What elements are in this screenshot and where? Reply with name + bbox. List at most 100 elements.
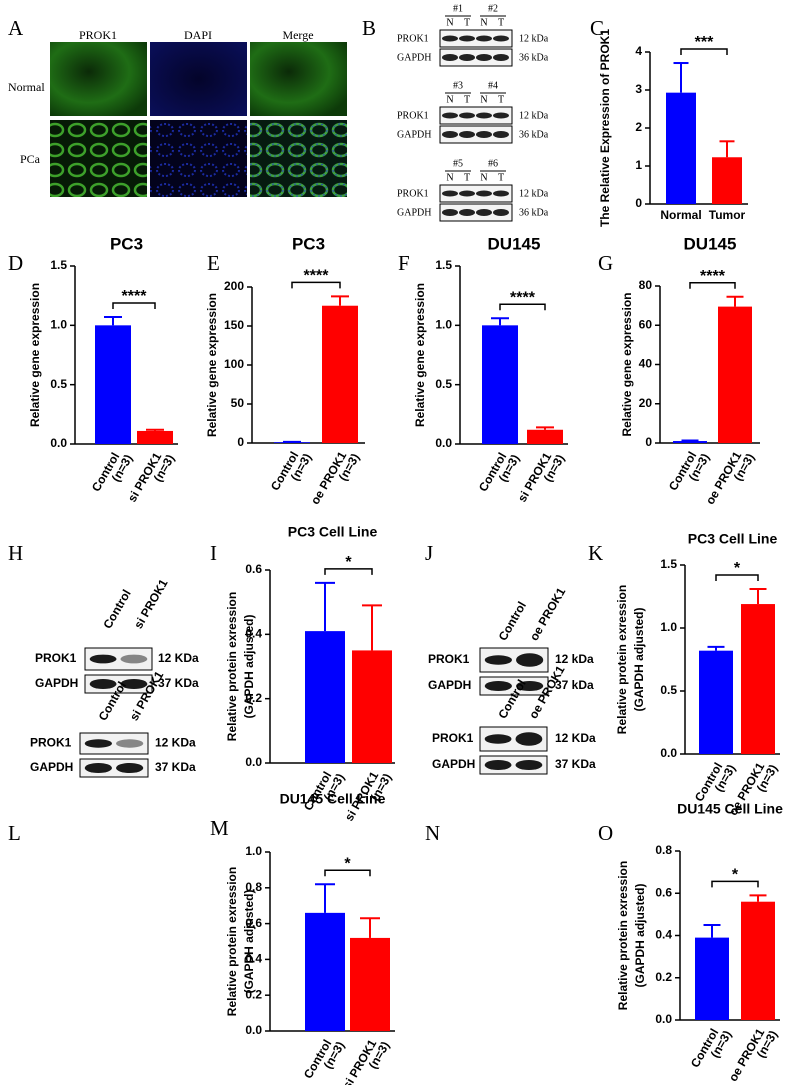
y-tick-label: 0.4 xyxy=(655,928,672,942)
band-size: 36 kDa xyxy=(519,52,549,63)
band xyxy=(89,678,117,690)
band xyxy=(484,759,512,771)
y-tick-label: 0.5 xyxy=(435,377,452,391)
band-label: PROK1 xyxy=(30,736,72,750)
y-tick-label: 4 xyxy=(635,44,642,58)
band-size: 12 KDa xyxy=(555,731,596,745)
band xyxy=(459,54,475,61)
significance-bracket xyxy=(689,282,736,289)
lane-label: T xyxy=(464,94,470,105)
lane-label: T xyxy=(498,17,504,28)
band-label: PROK1 xyxy=(432,731,474,745)
y-tick-label: 1.0 xyxy=(245,844,262,858)
y-tick-label: 0.8 xyxy=(655,843,672,857)
band-label: PROK1 xyxy=(397,33,429,44)
image xyxy=(50,42,147,116)
bar xyxy=(699,650,733,754)
band xyxy=(116,762,144,774)
blot-box xyxy=(79,732,149,755)
y-tick-label: 0 xyxy=(645,435,652,449)
bar xyxy=(527,429,563,444)
y-tick-label: 0.6 xyxy=(245,916,262,930)
band-label: GAPDH xyxy=(30,760,73,774)
row-label: PCa xyxy=(20,152,41,166)
bar xyxy=(673,441,707,443)
band-label: GAPDH xyxy=(397,129,431,140)
y-tick-label: 0.5 xyxy=(660,683,677,697)
y-tick-label: 1.0 xyxy=(435,318,452,332)
significance-bracket xyxy=(711,880,759,888)
band xyxy=(459,35,475,42)
bar xyxy=(741,604,775,754)
bar xyxy=(137,430,173,444)
band xyxy=(476,35,492,42)
significance-label: **** xyxy=(122,288,148,305)
chart-title: DU145 xyxy=(684,234,737,253)
band xyxy=(442,131,458,138)
band-label: PROK1 xyxy=(35,651,77,665)
bar xyxy=(666,92,696,204)
bar xyxy=(322,305,358,443)
significance-bracket xyxy=(324,869,371,877)
panel-letter: O xyxy=(598,821,613,845)
band-size: 36 kDa xyxy=(519,207,549,218)
y-axis-label: (GAPDH adjusted) xyxy=(633,883,647,987)
y-axis-label: Relative protein exression xyxy=(615,585,629,734)
band xyxy=(476,131,492,138)
band xyxy=(89,654,117,664)
panel-letter: N xyxy=(425,821,440,845)
band xyxy=(493,54,509,61)
band xyxy=(459,131,475,138)
panel-letter: D xyxy=(8,251,23,275)
y-axis-label: Relative protein exression xyxy=(225,592,239,741)
panel-letter: F xyxy=(398,251,410,275)
panel-letter: K xyxy=(588,541,603,565)
band-label: GAPDH xyxy=(397,207,431,218)
y-tick-label: 1.5 xyxy=(50,258,67,272)
x-tick-label: Normal xyxy=(660,208,701,222)
y-tick-label: 0.0 xyxy=(245,1023,262,1037)
band xyxy=(493,112,509,119)
y-axis-label: (GAPDH adjusted) xyxy=(242,889,256,993)
band xyxy=(476,190,492,197)
bar xyxy=(352,650,392,763)
y-axis-label: Relative gene expression xyxy=(620,292,634,436)
band-size: 12 kDa xyxy=(555,652,594,666)
y-tick-label: 0.8 xyxy=(245,880,262,894)
sample-label: #5 xyxy=(453,158,463,169)
y-tick-label: 150 xyxy=(224,318,244,332)
y-tick-label: 1.0 xyxy=(660,620,677,634)
band xyxy=(442,35,458,42)
chart-title: PC3 xyxy=(292,234,325,253)
sample-label: #4 xyxy=(488,80,498,91)
blot-box xyxy=(84,647,153,671)
significance-label: * xyxy=(734,560,741,577)
band-label: PROK1 xyxy=(397,110,429,121)
significance-label: **** xyxy=(510,289,536,306)
significance-label: **** xyxy=(700,268,726,285)
y-tick-label: 0.0 xyxy=(435,436,452,450)
significance-bracket xyxy=(715,574,759,581)
lane-label: T xyxy=(464,172,470,183)
band-size: 37 kDa xyxy=(555,678,594,692)
significance-label: * xyxy=(344,855,351,872)
significance-bracket xyxy=(291,281,341,289)
band-size: 37 KDa xyxy=(155,760,196,774)
band xyxy=(476,209,492,216)
y-tick-label: 80 xyxy=(639,278,653,292)
sample-label: #3 xyxy=(453,80,463,91)
chart-title: PC3 Cell Line xyxy=(688,531,778,547)
y-axis-label: Relative protein exression xyxy=(616,861,630,1010)
column-label: DAPI xyxy=(184,28,212,42)
band-size: 12 kDa xyxy=(519,188,549,199)
lane-label: oe PROK1 xyxy=(527,585,569,643)
y-tick-label: 1.5 xyxy=(435,258,452,272)
y-tick-label: 0 xyxy=(237,435,244,449)
bar xyxy=(741,901,775,1020)
band xyxy=(442,209,458,216)
bar xyxy=(695,937,729,1020)
band xyxy=(515,759,543,771)
panel-letter: J xyxy=(425,541,433,565)
sample-label: #2 xyxy=(488,3,498,14)
